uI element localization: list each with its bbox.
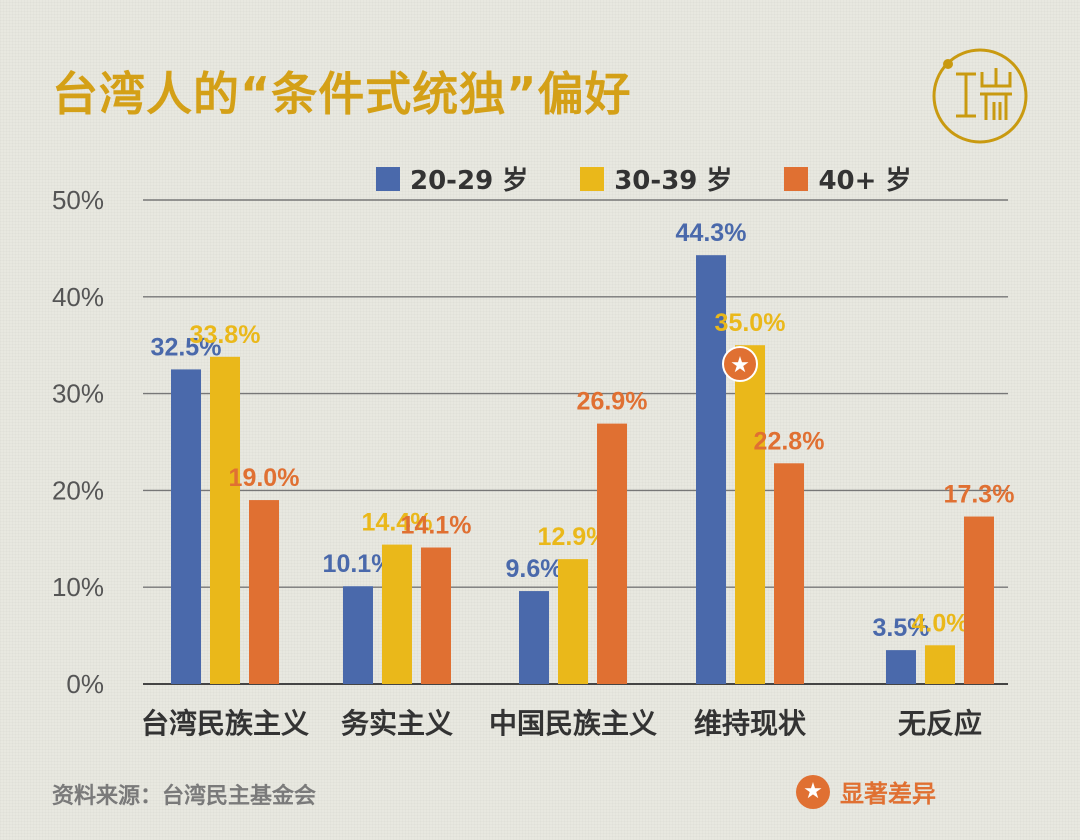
- chart-title: 台湾人的“条件式统独”偏好: [52, 67, 632, 121]
- bar: [382, 544, 412, 684]
- data-label: 26.9%: [577, 388, 648, 416]
- star-icon: ★: [730, 353, 750, 378]
- source-note: 资料来源：台湾民主基金会: [52, 784, 317, 809]
- significance-marker: [722, 346, 758, 382]
- legend-label: 20-29 岁: [410, 166, 529, 196]
- data-label: 44.3%: [676, 219, 747, 247]
- y-tick-label: 50%: [52, 185, 104, 215]
- data-label: 3.5%: [873, 614, 930, 642]
- bar: [696, 255, 726, 684]
- legend: 20-29 岁 30-39 岁 40+ 岁: [376, 160, 911, 197]
- bar: [964, 516, 994, 684]
- y-tick-label: 20%: [52, 475, 104, 505]
- bar: [925, 645, 955, 684]
- data-label: 35.0%: [715, 309, 786, 337]
- y-tick-label: 40%: [52, 282, 104, 312]
- significance-label: 显著差异: [840, 780, 936, 808]
- bar: [886, 650, 916, 684]
- data-label: 9.6%: [506, 555, 563, 583]
- bar: [171, 369, 201, 684]
- category-label: 维持现状: [694, 707, 807, 740]
- category-label: 中国民族主义: [489, 707, 657, 740]
- category-label: 无反应: [898, 707, 982, 740]
- bar: [558, 559, 588, 684]
- y-tick-label: 30%: [52, 379, 104, 409]
- bar: [519, 591, 549, 684]
- legend-item-40-plus: 40+ 岁: [784, 160, 911, 197]
- y-tick-label: 0%: [66, 669, 104, 699]
- legend-item-20-29: 20-29 岁: [376, 160, 528, 197]
- star-icon: ★: [796, 774, 830, 809]
- data-label: 32.5%: [151, 333, 222, 361]
- bar: [249, 500, 279, 684]
- bar: [343, 586, 373, 684]
- category-label: 务实主义: [341, 707, 453, 740]
- bar-chart: 0% 10% 20% 30% 40% 50% 32.5%33.8% 19.0% 台湾民族主义 10…: [52, 185, 1015, 740]
- legend-item-30-39: 30-39 岁: [580, 160, 732, 197]
- y-tick-label: 10%: [52, 572, 104, 602]
- data-label: 10.1%: [323, 550, 394, 578]
- significance-note: ★ 显著差异: [796, 774, 936, 809]
- data-label: 33.8%: [190, 321, 261, 349]
- data-label: 17.3%: [944, 481, 1015, 509]
- data-label: 12.9%: [538, 523, 609, 551]
- 端-logo-icon: [932, 48, 1028, 144]
- bar: [774, 463, 804, 684]
- legend-label: 30-39 岁: [614, 166, 733, 196]
- category-label: 台湾民族主义: [141, 707, 309, 740]
- bar: [421, 547, 451, 684]
- bar: [210, 356, 240, 684]
- bar: [597, 423, 627, 684]
- data-label: 14.4%: [362, 509, 433, 537]
- legend-swatch-blue: [376, 166, 400, 191]
- legend-label: 40+ 岁: [818, 166, 912, 196]
- data-label: 4.0%: [912, 609, 969, 637]
- data-label: 22.8%: [754, 427, 825, 455]
- bar: [735, 345, 765, 684]
- data-label: 14.1%: [401, 512, 472, 540]
- legend-swatch-orange: [784, 166, 809, 191]
- data-label: 19.0%: [229, 464, 300, 492]
- legend-swatch-yellow: [580, 166, 605, 191]
